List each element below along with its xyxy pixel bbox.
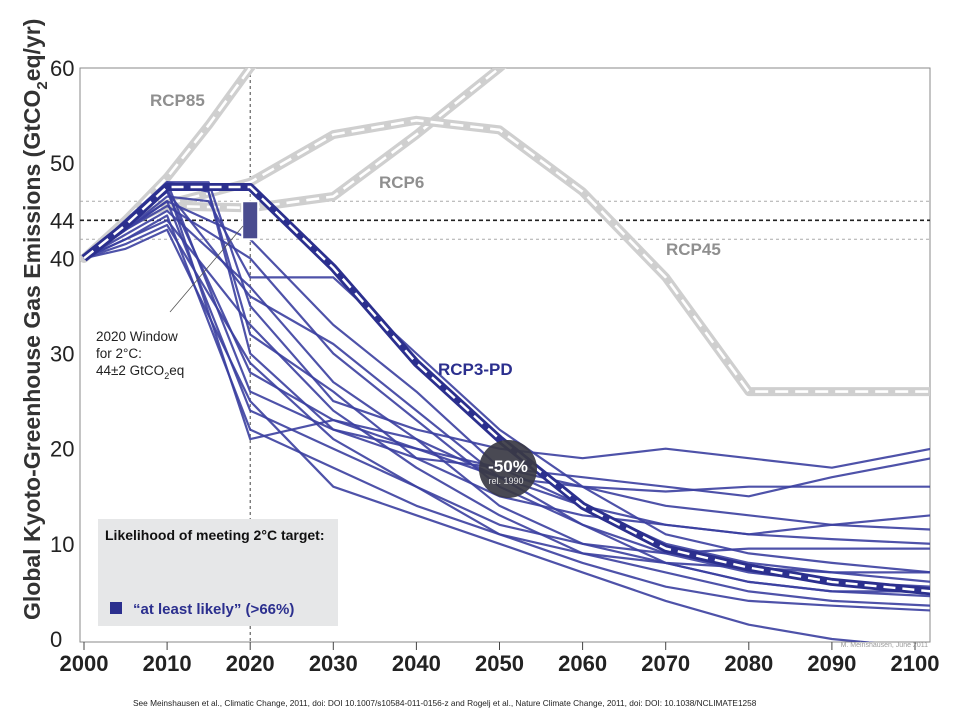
axes: 2000 2010 2020 2030 2040 2050 2060 2070 2080 2090… [50, 56, 939, 676]
rcp45-label: RCP45 [666, 240, 721, 259]
window-annotation-line1: 2020 Window [96, 329, 178, 344]
x-tick-label-2080: 2080 [724, 651, 773, 676]
legend-item-label: “at least likely” (>66%) [133, 601, 294, 618]
scenario-line-6 [83, 195, 930, 574]
window-callout-line [169, 225, 244, 313]
scenario-line-16 [83, 181, 930, 536]
scenario-line-10 [83, 219, 930, 607]
x-tick-label-2060: 2060 [558, 651, 607, 676]
circle-value: -50% [488, 457, 528, 476]
legend-swatch [110, 602, 122, 614]
minus-50-percent-marker: -50% rel. 1990 [479, 440, 537, 498]
rcp85-label: RCP85 [150, 91, 205, 110]
scenario-line-14 [83, 200, 930, 555]
pathway-rcp3pd-dash [83, 185, 930, 593]
likelihood-box-title: Likelihood of meeting 2°C target: [105, 527, 325, 543]
author-credit: M. Meinshausen, June 2011 [841, 642, 929, 649]
x-tick-label-2020: 2020 [226, 651, 275, 676]
y-tick-label-20: 20 [50, 437, 74, 462]
y-tick-label-10: 10 [50, 532, 74, 557]
x-tick-label-2050: 2050 [475, 651, 524, 676]
x-tick-label-2090: 2090 [807, 651, 856, 676]
rcp3pd-label: RCP3-PD [438, 360, 513, 379]
y-tick-label-60: 60 [50, 56, 74, 81]
y-tick-label-50: 50 [50, 151, 74, 176]
likelihood-box: Likelihood of meeting 2°C target: “at le… [98, 519, 338, 626]
y-tick-label-0: 0 [50, 627, 62, 652]
x-tick-label-2010: 2010 [143, 651, 192, 676]
source-citation: See Meinshausen et al., Climatic Change,… [133, 698, 757, 708]
x-tick-label-2000: 2000 [60, 651, 109, 676]
circle-subtext: rel. 1990 [488, 476, 523, 486]
y-tick-label-30: 30 [50, 342, 74, 367]
scenario-line-12 [83, 228, 875, 642]
scenario-line-11 [83, 223, 930, 612]
y-tick-label-40: 40 [50, 246, 74, 271]
rcp6-label: RCP6 [379, 173, 424, 192]
y-axis-title: Global Kyoto-Greenhouse Gas Emissions (G… [19, 19, 51, 620]
x-tick-label-2070: 2070 [641, 651, 690, 676]
window-annotation-line3: 44±2 GtCO2eq [96, 363, 184, 381]
rcp3pd-pathway [81, 183, 930, 596]
x-tick-label-2040: 2040 [392, 651, 441, 676]
likelihood-box-bg [98, 519, 338, 626]
y-tick-label-44: 44 [50, 208, 74, 233]
window-annotation-line2: for 2°C: [96, 346, 142, 361]
x-tick-label-2030: 2030 [309, 651, 358, 676]
window-2020-marker [241, 200, 260, 241]
x-tick-label-2100: 2100 [891, 651, 940, 676]
